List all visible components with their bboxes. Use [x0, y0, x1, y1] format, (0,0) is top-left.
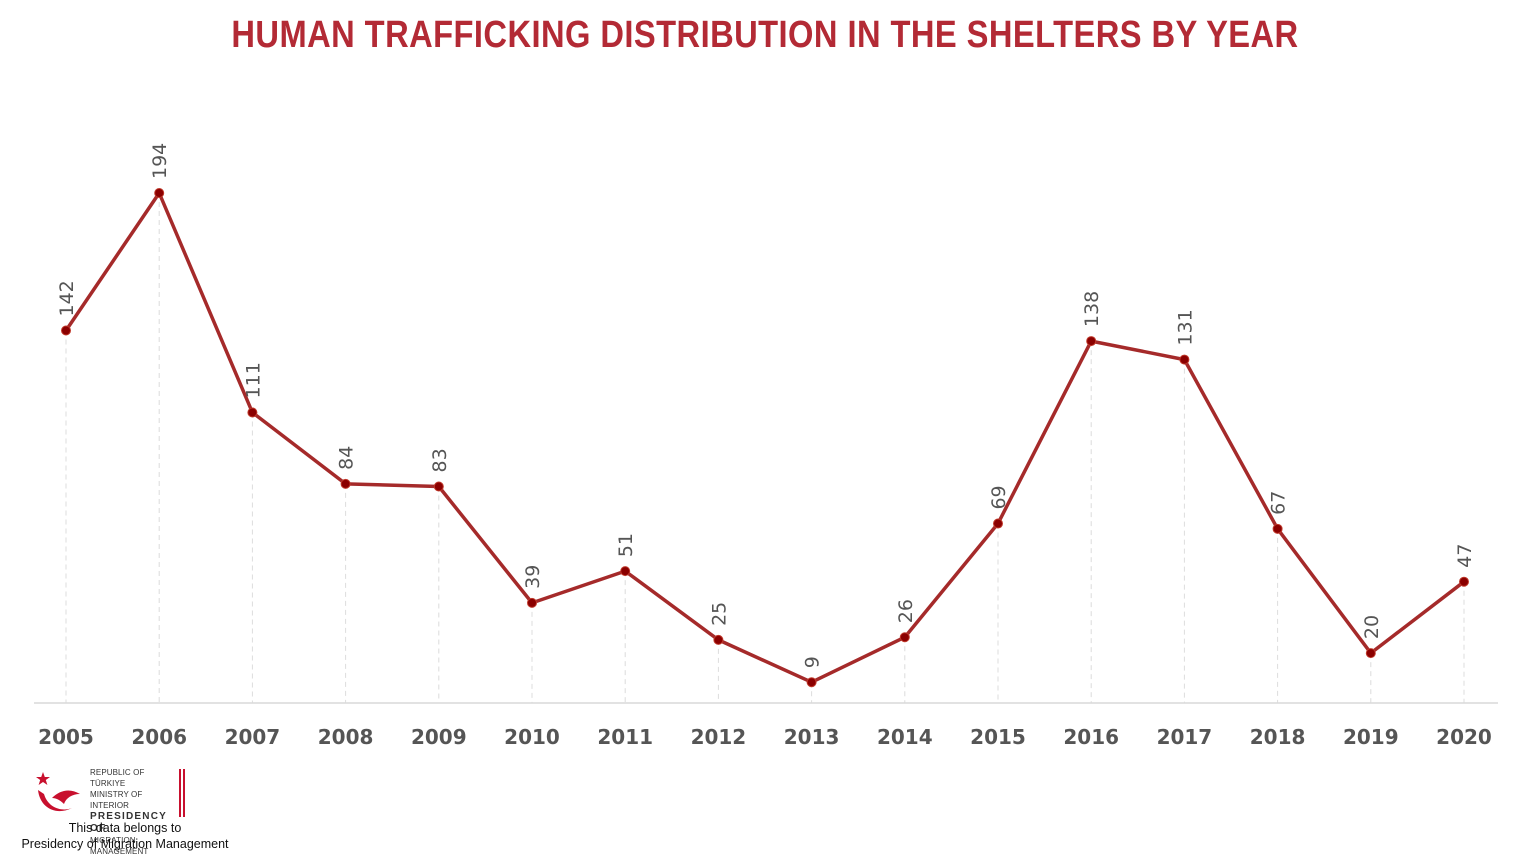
- logo-line-2: MINISTRY OF INTERIOR: [90, 790, 143, 810]
- crescent-star-bird-icon: [36, 772, 80, 812]
- x-tick-2007: 2007: [225, 725, 281, 749]
- data-point-2016: [1086, 336, 1097, 347]
- data-point-2014: [899, 632, 910, 643]
- x-tick-2012: 2012: [691, 725, 747, 749]
- x-tick-2013: 2013: [784, 725, 840, 749]
- credit-line-2: Presidency of Migration Management: [21, 837, 229, 851]
- x-tick-2015: 2015: [970, 725, 1026, 749]
- data-point-2008: [340, 478, 351, 489]
- data-labels: 142 194 111 84 83 39 51 25 9 26 69 138 131 67 20 47: [56, 143, 1476, 668]
- data-label-2010: 39: [522, 565, 544, 589]
- x-tick-2010: 2010: [504, 725, 560, 749]
- data-label-2014: 26: [895, 599, 917, 623]
- x-tick-2008: 2008: [318, 725, 374, 749]
- data-point-2012: [713, 634, 724, 645]
- data-label-2019: 20: [1361, 615, 1383, 639]
- data-point-2006: [154, 188, 165, 198]
- series-line: [64, 191, 1466, 684]
- data-point-2009: [433, 481, 444, 492]
- x-tick-2020: 2020: [1436, 725, 1492, 749]
- logo-line-3: PRESIDENCY OF: [90, 811, 167, 834]
- data-label-2005: 142: [56, 280, 78, 316]
- data-label-2020: 47: [1454, 544, 1476, 568]
- line-chart: 142 194 111 84 83 39 51 25 9 26 69 138 131 67 20 47 200…: [34, 143, 1498, 749]
- logo-text: REPUBLIC OF TÜRKIYE MINISTRY OF INTERIOR…: [90, 767, 174, 857]
- logo-line-1: REPUBLIC OF TÜRKIYE: [90, 768, 145, 788]
- x-tick-2009: 2009: [411, 725, 467, 749]
- data-label-2008: 84: [336, 446, 358, 470]
- x-tick-2011: 2011: [597, 725, 653, 749]
- data-point-2007: [247, 407, 258, 418]
- data-label-2017: 131: [1174, 309, 1196, 345]
- x-tick-2005: 2005: [38, 725, 94, 749]
- markers: [61, 188, 1469, 688]
- data-point-2019: [1365, 648, 1376, 659]
- x-tick-2016: 2016: [1063, 725, 1119, 749]
- data-label-2018: 67: [1268, 491, 1290, 515]
- data-point-2010: [527, 597, 537, 608]
- data-point-2005: [61, 325, 71, 336]
- x-tick-2014: 2014: [877, 725, 933, 749]
- data-label-2016: 138: [1081, 291, 1103, 327]
- data-label-2015: 69: [988, 485, 1010, 509]
- x-tick-2019: 2019: [1343, 725, 1399, 749]
- data-point-2013: [806, 677, 817, 688]
- data-label-2012: 25: [708, 602, 730, 626]
- logo-accent-bar: [179, 769, 185, 817]
- x-tick-2018: 2018: [1250, 725, 1306, 749]
- data-label-2009: 83: [429, 448, 451, 472]
- logo-line-4: MIGRATION MANAGEMENT: [90, 836, 149, 856]
- data-point-2020: [1459, 576, 1469, 587]
- data-credit: This data belongs to Presidency of Migra…: [0, 820, 250, 852]
- data-point-2011: [620, 566, 631, 577]
- data-label-2013: 9: [802, 656, 824, 668]
- chart-title: HUMAN TRAFFICKING DISTRIBUTION IN THE SH…: [231, 14, 1299, 56]
- presidency-logo: REPUBLIC OF TÜRKIYE MINISTRY OF INTERIOR…: [34, 766, 224, 856]
- x-tick-labels: 2005 2006 2007 2008 2009 2010 2011 2012 2013 2014…: [38, 725, 1492, 749]
- x-tick-2017: 2017: [1157, 725, 1213, 749]
- data-label-2011: 51: [615, 533, 637, 557]
- credit-line-1: This data belongs to: [68, 821, 182, 835]
- data-point-2017: [1179, 354, 1190, 365]
- data-point-2015: [993, 518, 1003, 529]
- drop-lines: [65, 193, 1465, 703]
- data-label-2006: 194: [149, 143, 171, 179]
- data-point-2018: [1272, 523, 1283, 534]
- x-tick-2006: 2006: [131, 725, 187, 749]
- data-label-2007: 111: [242, 362, 264, 398]
